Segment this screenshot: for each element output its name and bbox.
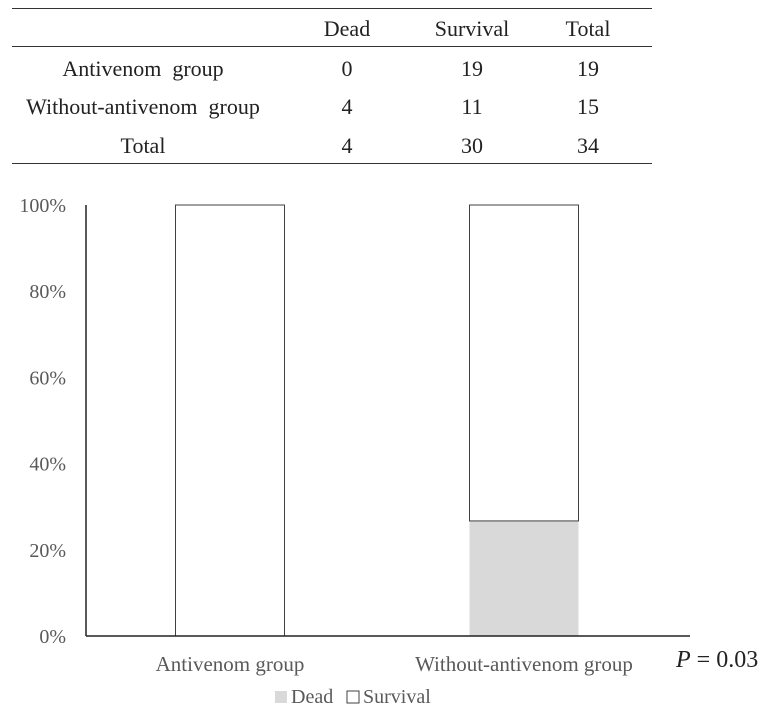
bar-survival: [175, 204, 285, 637]
y-tick-label: 20%: [29, 540, 66, 562]
row-antivenom-dead: 0: [341, 56, 353, 81]
legend-swatch-dead: [275, 691, 287, 703]
y-tick-label: 100%: [19, 195, 66, 217]
table-top-rule: [12, 8, 652, 9]
x-tick-label: Without-antivenom group: [415, 652, 633, 676]
x-tick-label: Antivenom group: [156, 652, 305, 676]
row-without-antivenom-dead: 4: [341, 94, 353, 119]
row-antivenom-survival: 19: [461, 56, 483, 81]
legend-swatch-survival: [346, 690, 360, 704]
header-survival: Survival: [434, 16, 510, 41]
p-value-annotation: P = 0.03: [676, 647, 758, 674]
y-tick-label: 60%: [29, 367, 66, 389]
row-label-total: Total: [120, 133, 166, 158]
row-antivenom-total: 19: [577, 56, 599, 81]
row-label-without-antivenom: Without-antivenom group: [26, 94, 260, 119]
header-dead: Dead: [323, 16, 371, 41]
legend-label-survival: Survival: [363, 686, 431, 708]
row-without-antivenom-total: 15: [577, 94, 599, 119]
row-label-antivenom: Antivenom group: [62, 56, 224, 81]
table-header-rule: [12, 46, 652, 47]
row-total-survival: 30: [461, 133, 483, 158]
row-total-dead: 4: [341, 133, 353, 158]
p-symbol: P: [676, 647, 691, 673]
y-tick-label: 40%: [29, 454, 66, 476]
y-tick-label: 0%: [39, 626, 66, 648]
header-total: Total: [565, 16, 611, 41]
row-without-antivenom-survival: 11: [461, 94, 483, 119]
legend-label-dead: Dead: [291, 686, 333, 708]
p-value-text: = 0.03: [690, 647, 759, 673]
table-bottom-rule: [12, 163, 652, 164]
bar-dead: [469, 520, 579, 636]
bar-survival: [469, 204, 579, 522]
y-tick-label: 80%: [29, 281, 66, 303]
row-total-total: 34: [577, 133, 599, 158]
